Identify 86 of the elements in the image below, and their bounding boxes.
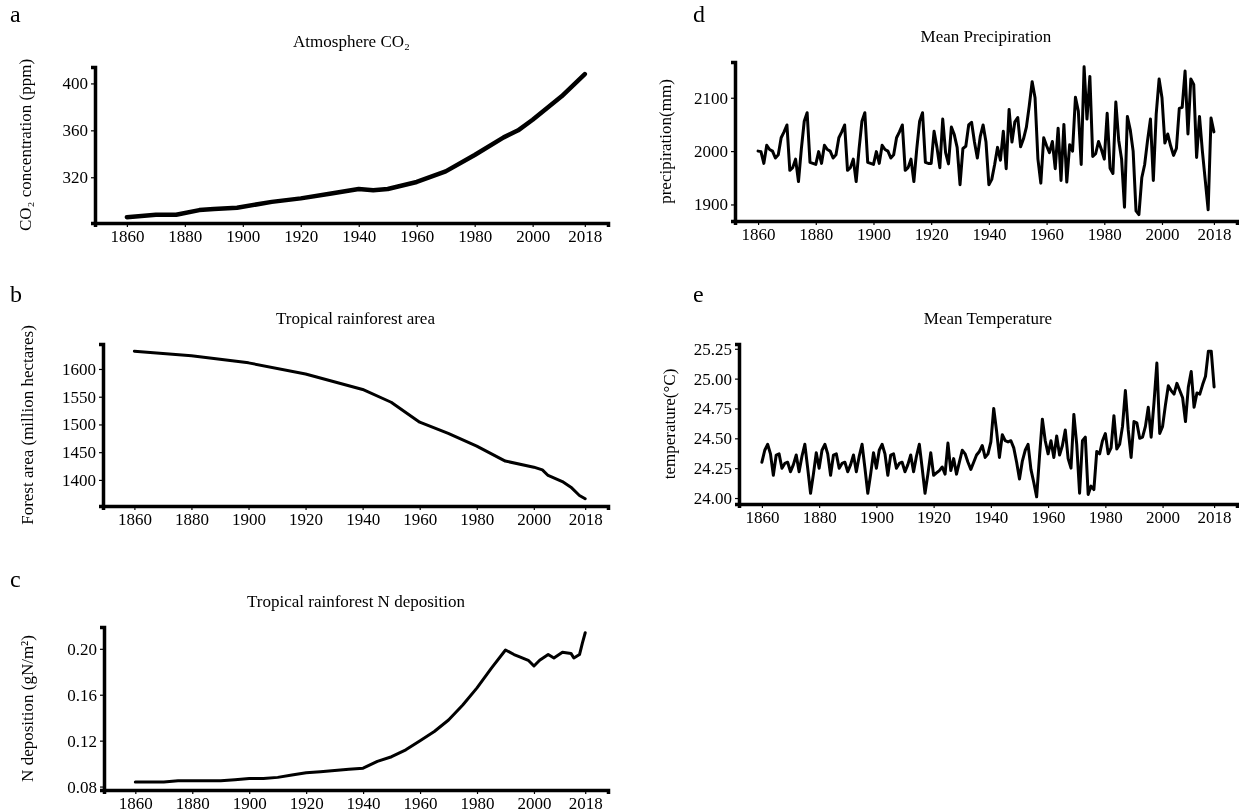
x-tick-label: 1880	[175, 794, 210, 812]
y-axis-title: Forest area (million hectares)	[18, 325, 37, 525]
y-tick-label: 25.00	[693, 369, 732, 389]
y-tick-label: 360	[62, 121, 88, 141]
line-series	[760, 349, 1216, 499]
x-tick-label: 2000	[517, 794, 552, 812]
x-tick-label: 1860	[118, 794, 153, 812]
y-tick-label: 1500	[62, 415, 96, 435]
y-tick-label: 24.50	[693, 429, 732, 449]
x-tick-label: 2018	[1197, 225, 1232, 245]
y-tick-label: 25.25	[693, 339, 732, 359]
text: c	[10, 566, 21, 592]
x-tick-label: 1900	[232, 510, 267, 530]
y-tick-label: 0.12	[67, 731, 97, 751]
x-tick-label: 2018	[1197, 508, 1232, 528]
x-tick-label: 1900	[856, 225, 891, 245]
y-tick-label: 24.75	[693, 399, 732, 419]
x-tick-label: 1960	[1030, 225, 1065, 245]
chart-title: Mean Precipiration	[920, 27, 1052, 46]
y-tick-label: 24.00	[693, 488, 732, 508]
x-tick-label: 1860	[745, 508, 780, 528]
y-tick-label: 320	[62, 168, 88, 188]
x-tick-label: 2018	[568, 227, 603, 247]
x-tick-label: 1980	[460, 794, 495, 812]
text: b	[10, 281, 22, 307]
y-axis-title: temperature(°C)	[660, 368, 679, 480]
x-tick-label: 1980	[458, 227, 493, 247]
y-tick-label: 1550	[62, 387, 96, 407]
y-tick-label: 2100	[694, 88, 728, 108]
x-tick-label: 2000	[517, 510, 552, 530]
y-tick-label: 1450	[62, 443, 96, 463]
x-tick-label: 1980	[1087, 225, 1122, 245]
x-tick-label: 1920	[289, 794, 324, 812]
y-tick-label: 0.16	[67, 685, 97, 705]
y-tick-label: 1900	[694, 195, 728, 215]
x-tick-label: 1960	[403, 794, 438, 812]
y-axis-title: CO₂ concentration (ppm)	[16, 58, 35, 232]
x-tick-label: 2000	[1145, 225, 1180, 245]
x-tick-label: 1860	[741, 225, 776, 245]
line-series	[756, 65, 1216, 217]
x-tick-label: 1940	[972, 225, 1007, 245]
y-tick-label: 0.20	[67, 639, 97, 659]
text: a	[10, 1, 21, 27]
x-tick-label: 1920	[914, 225, 949, 245]
x-tick-label: 1900	[226, 227, 261, 247]
x-tick-label: 1980	[460, 510, 495, 530]
text: d	[693, 1, 705, 27]
x-tick-label: 1940	[346, 794, 381, 812]
chart-title: Atmosphere CO₂	[293, 32, 410, 51]
x-tick-label: 1920	[289, 510, 324, 530]
x-tick-label: 2000	[516, 227, 551, 247]
x-tick-label: 1900	[232, 794, 267, 812]
x-tick-label: 1960	[1031, 508, 1066, 528]
line-series	[132, 349, 587, 501]
x-tick-label: 2018	[568, 794, 603, 812]
x-tick-label: 2018	[568, 510, 603, 530]
x-tick-label: 1860	[117, 510, 152, 530]
line-series	[133, 631, 587, 784]
x-tick-label: 1920	[917, 508, 952, 528]
y-tick-label: 0.08	[67, 777, 97, 797]
x-tick-label: 1880	[168, 227, 203, 247]
chart-title: Tropical rainforest area	[276, 309, 436, 328]
y-tick-label: 400	[62, 74, 88, 94]
x-tick-label: 1880	[802, 508, 837, 528]
y-tick-label: 2000	[694, 142, 728, 162]
y-tick-label: 1400	[62, 470, 96, 490]
y-tick-label: 1600	[62, 359, 96, 379]
x-tick-label: 1940	[346, 510, 381, 530]
y-axis-title: precipiration(mm)	[656, 79, 675, 204]
y-tick-label: 24.25	[693, 459, 732, 479]
x-tick-label: 1960	[400, 227, 435, 247]
chart-title: Mean Temperature	[923, 309, 1053, 328]
x-tick-label: 1940	[342, 227, 377, 247]
x-tick-label: 1880	[174, 510, 209, 530]
x-tick-label: 1860	[110, 227, 145, 247]
x-tick-label: 2000	[1146, 508, 1181, 528]
text: e	[693, 281, 704, 307]
y-axis-title: N deposition (gN/m²)	[18, 635, 37, 782]
chart-title: Tropical rainforest N deposition	[247, 592, 466, 611]
line-series	[124, 71, 588, 220]
x-tick-label: 1960	[403, 510, 438, 530]
x-tick-label: 1980	[1088, 508, 1123, 528]
x-tick-label: 1940	[974, 508, 1009, 528]
x-tick-label: 1920	[284, 227, 319, 247]
x-tick-label: 1880	[799, 225, 834, 245]
x-tick-label: 1900	[859, 508, 894, 528]
